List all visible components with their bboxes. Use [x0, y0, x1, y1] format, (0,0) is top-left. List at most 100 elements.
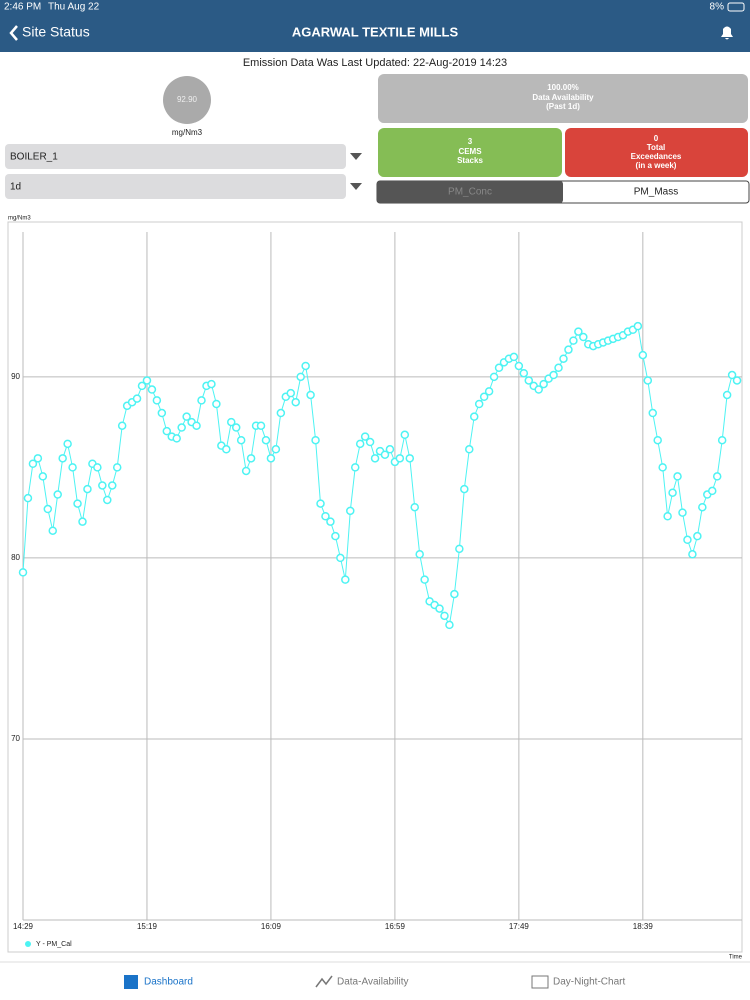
data-point [385, 445, 395, 454]
data-point [658, 463, 667, 472]
data-point [519, 368, 529, 378]
data-point [489, 372, 499, 382]
data-point [732, 376, 742, 385]
data-point [53, 490, 62, 499]
y-axis-label: mg/Nm3 [8, 216, 31, 222]
data-point [380, 450, 390, 459]
tile-text: 100.00% [547, 83, 579, 92]
data-point [450, 589, 459, 599]
data-point [177, 423, 186, 432]
data-point [569, 336, 578, 345]
x-tick-label: 16:59 [385, 922, 406, 931]
data-point [157, 408, 167, 418]
data-point [479, 392, 489, 402]
tab-icon[interactable] [124, 975, 138, 989]
gauge-value: 92.90 [177, 95, 198, 104]
data-point [549, 370, 558, 380]
data-point [494, 363, 504, 373]
battery-icon [727, 2, 745, 12]
data-point [78, 517, 87, 526]
data-point [207, 379, 216, 389]
exceedance-tile [565, 128, 748, 177]
data-point [514, 361, 524, 371]
stacks-tile [378, 128, 562, 177]
data-point [564, 345, 573, 354]
data-point [321, 512, 330, 521]
tab-icon[interactable] [315, 975, 333, 988]
data-point [256, 421, 266, 430]
dropdown-arrow[interactable] [350, 153, 362, 160]
data-point [241, 466, 251, 476]
data-point [465, 445, 474, 454]
data-point [668, 488, 677, 497]
tile-text: (Past 1d) [546, 102, 580, 111]
back-button[interactable]: Site Status [22, 24, 90, 40]
data-point [554, 363, 563, 373]
data-point [48, 526, 58, 535]
dropdown-arrow[interactable] [350, 183, 362, 190]
data-point [108, 481, 117, 490]
data-point [261, 435, 271, 445]
dropdown[interactable] [5, 174, 346, 199]
data-point [63, 439, 72, 449]
dropdown-text: 1d [10, 182, 21, 193]
data-point [455, 544, 464, 554]
data-point [336, 553, 345, 563]
tab[interactable]: Dashboard [144, 977, 193, 988]
data-point [698, 502, 707, 512]
data-point [172, 434, 181, 443]
data-point [18, 568, 28, 577]
data-point [222, 445, 231, 454]
legend-label: Y - PM_Cal [36, 941, 72, 948]
data-point [440, 611, 449, 621]
data-point [722, 390, 732, 400]
data-point [579, 332, 588, 342]
data-point [346, 506, 355, 516]
x-tick-label: 17:49 [509, 922, 530, 931]
data-point [539, 379, 548, 389]
data-point [509, 352, 519, 362]
data-point [717, 435, 727, 445]
data-point [534, 385, 543, 394]
data-point [38, 472, 48, 481]
data-point [331, 531, 340, 541]
back-icon[interactable] [9, 25, 18, 41]
data-point [365, 437, 375, 447]
data-point [246, 454, 256, 463]
data-point [162, 426, 172, 436]
dropdown[interactable] [5, 144, 346, 169]
chart-frame [7, 221, 743, 953]
tile-text: Stacks [457, 156, 483, 165]
tab-icon[interactable] [531, 975, 549, 989]
data-point [236, 435, 246, 445]
data-point [360, 432, 370, 441]
data-point [301, 361, 310, 371]
gauge-unit: mg/Nm3 [172, 128, 203, 137]
data-point [58, 454, 67, 463]
data-point [28, 459, 38, 468]
toggle-option[interactable]: PM_Mass [634, 187, 678, 198]
x-tick-label: 18:39 [633, 922, 654, 931]
header-bar [0, 0, 750, 52]
tab[interactable]: Day-Night-Chart [553, 977, 625, 988]
tile-text: 3 [468, 137, 473, 146]
tab[interactable]: Data-Availability [337, 977, 409, 988]
availability-tile [378, 74, 748, 123]
data-point [370, 454, 380, 463]
toggle-selected[interactable] [377, 181, 563, 203]
data-point [707, 486, 717, 496]
data-point [276, 408, 286, 418]
data-point [341, 575, 350, 584]
data-point [405, 454, 415, 463]
data-point [192, 421, 201, 430]
data-point [484, 387, 494, 396]
tile-text: (in a week) [636, 161, 677, 170]
data-point [296, 372, 305, 382]
data-point [182, 412, 191, 421]
bell-icon[interactable] [721, 26, 733, 40]
data-point [306, 390, 315, 400]
toggle-option[interactable]: PM_Conc [448, 187, 492, 198]
data-point [132, 394, 142, 403]
data-point [286, 388, 296, 398]
